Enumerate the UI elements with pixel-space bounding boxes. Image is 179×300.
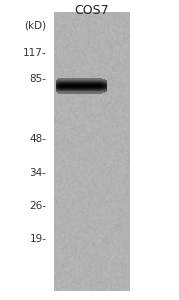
Text: 117-: 117- [23, 47, 47, 58]
Text: (kD): (kD) [24, 20, 47, 31]
Text: COS7: COS7 [74, 4, 109, 16]
Text: 48-: 48- [30, 134, 47, 145]
Text: 34-: 34- [30, 167, 47, 178]
Text: 85-: 85- [30, 74, 47, 85]
Bar [54, 12, 129, 291]
Text: 26-: 26- [30, 200, 47, 211]
Text: 19-: 19- [30, 233, 47, 244]
